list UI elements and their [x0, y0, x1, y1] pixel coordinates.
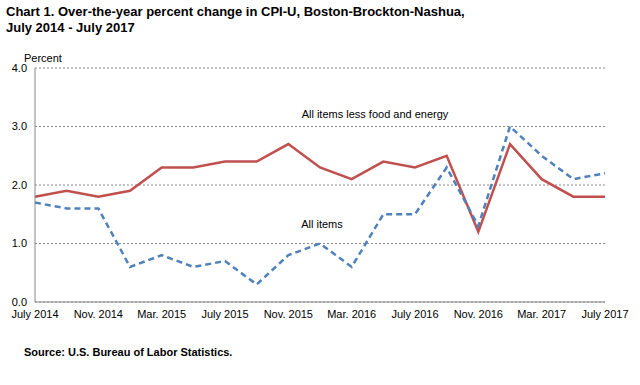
- svg-text:Nov. 2016: Nov. 2016: [454, 308, 503, 320]
- html-text:Chart 1. Over-the-year percent: Chart 1. Over-the-year percent change in…: [6, 4, 465, 19]
- html-text:Source: U.S. Bureau of Labor S: Source: U.S. Bureau of Labor Statistics.: [24, 346, 233, 358]
- html-text:July 2014 - July 2017: July 2014 - July 2017: [6, 20, 135, 35]
- svg-text:Nov. 2014: Nov. 2014: [74, 308, 123, 320]
- svg-text:Nov. 2015: Nov. 2015: [264, 308, 313, 320]
- svg-text:0.0: 0.0: [12, 296, 27, 308]
- svg-text:4.0: 4.0: [11, 61, 27, 74]
- html-text:All items less food and energy: All items less food and energy: [301, 108, 449, 120]
- svg-text:Mar. 2017: Mar. 2017: [517, 308, 566, 320]
- svg-text:Mar. 2016: Mar. 2016: [327, 308, 376, 320]
- svg-text:2.0: 2.0: [12, 179, 27, 191]
- svg-text:July 2014: July 2014: [11, 308, 58, 320]
- svg-text:Mar. 2015: Mar. 2015: [137, 308, 186, 320]
- svg-text:3.0: 3.0: [12, 120, 27, 132]
- svg-text:July 2017: July 2017: [581, 308, 628, 320]
- html-text:All items: All items: [301, 218, 343, 230]
- html-text:Percent: Percent: [24, 52, 62, 64]
- svg-text:July 2015: July 2015: [201, 308, 248, 320]
- svg-text:1.0: 1.0: [12, 237, 27, 249]
- svg-text:July 2016: July 2016: [391, 308, 438, 320]
